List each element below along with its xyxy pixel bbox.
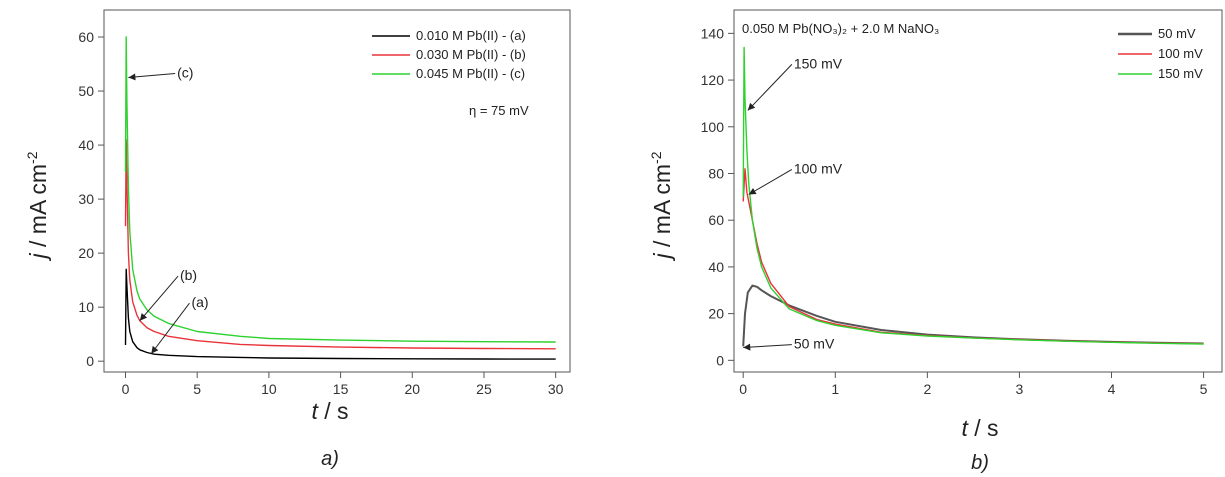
x-tick-label-a-1: 5 xyxy=(193,381,201,397)
annotation-arrowhead-a-1 xyxy=(139,313,148,321)
y-tick-label-b-3: 60 xyxy=(708,212,724,228)
legend-b: 50 mV 100 mV 150 mV xyxy=(1118,26,1203,81)
y-tick-label-a-1: 10 xyxy=(78,299,94,315)
y-tick-label-b-7: 140 xyxy=(701,25,725,41)
legend-label-a-2: 0.045 M Pb(II) - (c) xyxy=(416,66,525,81)
x-tick-label-a-6: 30 xyxy=(548,381,564,397)
legend-label-a-1: 0.030 M Pb(II) - (b) xyxy=(416,47,526,62)
x-tick-label-a-3: 15 xyxy=(333,381,349,397)
caption-a: a) xyxy=(321,448,339,470)
x-tick-label-b-3: 3 xyxy=(1016,381,1024,397)
y-tick-label-a-0: 0 xyxy=(86,353,94,369)
annotation-label-a-1: (b) xyxy=(180,267,197,283)
y-tick-label-a-4: 40 xyxy=(78,137,94,153)
annotation-arrow-b-2 xyxy=(743,344,792,348)
annotation-arrow-b-1 xyxy=(748,169,793,195)
y-tick-label-a-5: 50 xyxy=(78,83,94,99)
y-tick-label-a-3: 30 xyxy=(78,191,94,207)
annotation-arrow-a-1 xyxy=(139,275,179,321)
annotation-arrow-b-0 xyxy=(747,64,793,111)
y-tick-label-b-4: 80 xyxy=(708,165,724,181)
series-line-a-1 xyxy=(124,138,556,350)
annotation-label-a-0: (c) xyxy=(177,65,193,81)
plot-frame-b xyxy=(733,9,1223,373)
y-tick-label-b-1: 20 xyxy=(708,306,724,322)
annotation-label-b-1: 100 mV xyxy=(794,160,843,176)
annotation-arrow-a-0 xyxy=(128,73,176,79)
series-line-b-1 xyxy=(742,168,1204,345)
eta-label: η = 75 mV xyxy=(469,103,529,118)
annotation-arrowhead-b-1 xyxy=(748,188,757,195)
x-tick-label-a-4: 20 xyxy=(404,381,420,397)
x-tick-label-a-2: 10 xyxy=(261,381,277,397)
y-tick-label-b-0: 0 xyxy=(716,352,724,368)
series-line-a-0 xyxy=(124,268,556,360)
x-tick-label-b-5: 5 xyxy=(1200,381,1208,397)
annotation-arrowhead-b-0 xyxy=(747,102,756,111)
annotation-arrow-a-2 xyxy=(150,302,190,354)
annotation-label-b-0: 150 mV xyxy=(794,55,843,71)
annotation-arrowhead-b-2 xyxy=(743,343,751,351)
solution-label: 0.050 M Pb(NO₃)₂ + 2.0 M NaNO₃ xyxy=(742,21,939,36)
x-tick-label-a-5: 25 xyxy=(476,381,492,397)
legend-label-b-2: 150 mV xyxy=(1158,66,1203,81)
plot-frame-a xyxy=(103,9,571,373)
annotation-arrowhead-a-0 xyxy=(128,73,136,81)
series-line-a-2 xyxy=(124,36,556,343)
y-axis-label-b: j / mA cm-2 xyxy=(648,151,675,261)
y-tick-label-b-5: 100 xyxy=(701,119,725,135)
x-tick-label-a-0: 0 xyxy=(122,381,130,397)
x-axis-label-a: t / s xyxy=(311,398,348,424)
caption-b: b) xyxy=(971,452,989,474)
series-line-b-2 xyxy=(742,46,1204,345)
y-axis-label-a: j / mA cm-2 xyxy=(24,151,51,261)
x-tick-label-b-4: 4 xyxy=(1108,381,1116,397)
legend-a: 0.010 M Pb(II) - (a) 0.030 M Pb(II) - (b… xyxy=(372,28,529,118)
chart-panel-a: 0 5 10 15 20 25 30 0 10 20 30 40 50 60 (c) (b) (a) 0.01… xyxy=(24,9,571,470)
annotation-label-b-2: 50 mV xyxy=(794,336,835,352)
y-tick-label-b-6: 120 xyxy=(701,72,725,88)
x-axis-label-b: t / s xyxy=(961,415,998,441)
x-tick-label-b-0: 0 xyxy=(739,381,747,397)
legend-label-b-0: 50 mV xyxy=(1158,26,1196,41)
y-tick-label-a-6: 60 xyxy=(78,29,94,45)
annotation-arrowhead-a-2 xyxy=(151,345,159,354)
legend-label-a-0: 0.010 M Pb(II) - (a) xyxy=(416,28,526,43)
x-tick-label-b-2: 2 xyxy=(923,381,931,397)
y-tick-label-b-2: 40 xyxy=(708,259,724,275)
annotation-label-a-2: (a) xyxy=(191,294,208,310)
y-tick-label-a-2: 20 xyxy=(78,245,94,261)
legend-label-b-1: 100 mV xyxy=(1158,46,1203,61)
x-tick-label-b-1: 1 xyxy=(831,381,839,397)
